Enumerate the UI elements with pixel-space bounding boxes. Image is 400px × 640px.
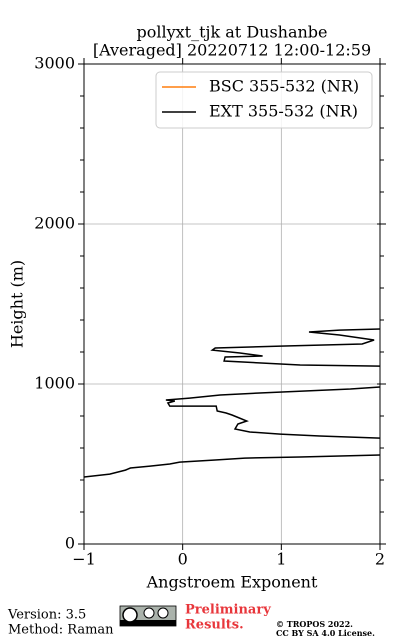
method: Method: Raman [8, 623, 114, 638]
y-axis-label: Height (m) [8, 260, 27, 348]
preliminary: Preliminary [185, 603, 271, 618]
x-tick-label: 0 [178, 550, 188, 569]
preliminary: Results. [185, 618, 244, 633]
plot-frame [83, 63, 381, 545]
x-tick-label: −1 [72, 550, 96, 569]
x-tick-label: 1 [276, 550, 286, 569]
data-line [84, 328, 380, 478]
y-tick-label: 1000 [34, 374, 75, 393]
license-logo [119, 605, 177, 627]
chart-title: pollyxt_tjk at Dushanbe [136, 23, 327, 42]
legend-frame [155, 71, 373, 129]
legend-label: BSC 355-532 (NR) [209, 77, 359, 96]
copyright: © TROPOS 2022. [276, 619, 353, 629]
copyright: CC BY SA 4.0 License. [276, 628, 375, 638]
y-tick-label: 0 [65, 534, 75, 553]
legend-label: EXT 355-532 (NR) [209, 102, 358, 121]
version: Version: 3.5 [7, 608, 86, 623]
chart-subtitle: [Averaged] 20220712 12:00-12:59 [93, 41, 371, 60]
x-axis-label: Angstroem Exponent [146, 573, 318, 592]
x-tick-label: 2 [375, 550, 385, 569]
y-tick-label: 2000 [34, 214, 75, 233]
footer: Version: 3.5 Method: Raman Preliminary R… [7, 603, 375, 639]
y-tick-label: 3000 [34, 54, 75, 73]
